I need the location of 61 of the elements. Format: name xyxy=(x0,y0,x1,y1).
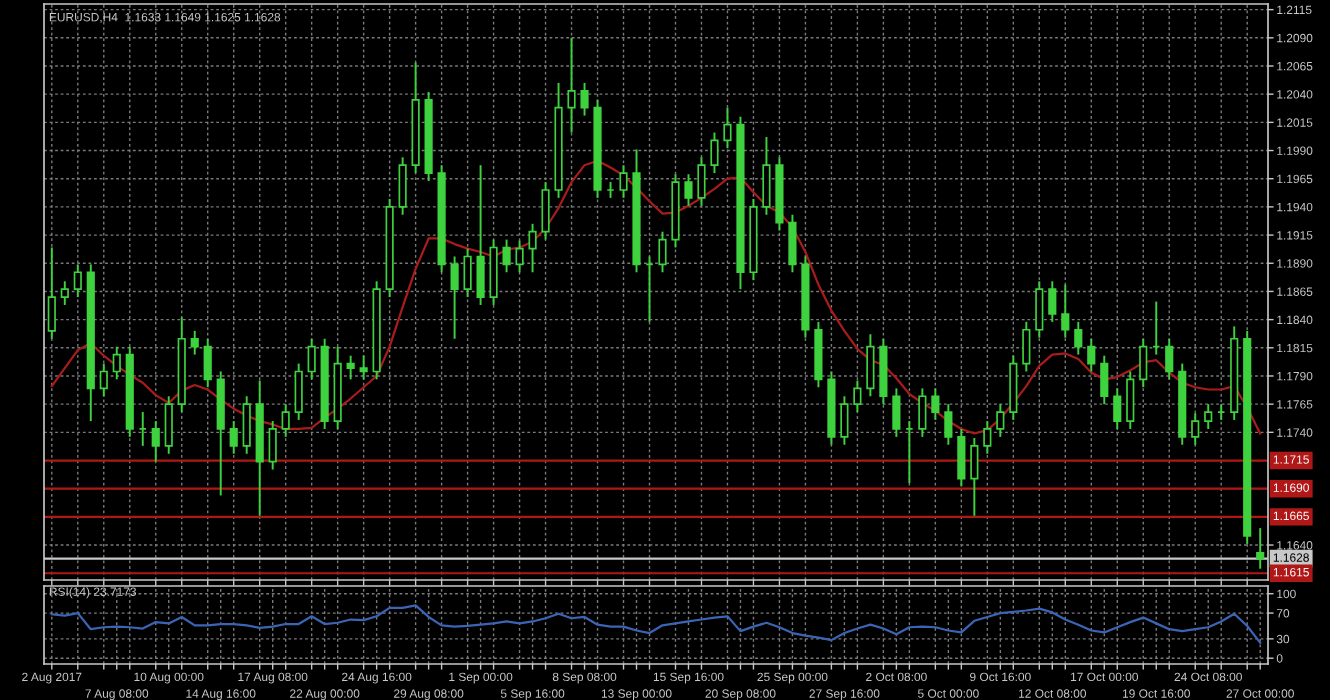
candlestick xyxy=(541,181,550,241)
candlestick xyxy=(307,337,316,381)
candlestick xyxy=(73,263,82,299)
candlestick xyxy=(1256,527,1265,570)
candlestick xyxy=(918,387,927,438)
candlestick xyxy=(983,420,992,455)
candlestick xyxy=(463,247,472,299)
candlestick xyxy=(190,329,199,356)
candlestick xyxy=(60,280,69,306)
candlestick xyxy=(788,213,797,274)
candlestick xyxy=(398,156,407,216)
candlestick xyxy=(1061,283,1070,339)
candlestick xyxy=(684,173,693,207)
candlestick xyxy=(658,230,667,274)
candlestick xyxy=(242,395,251,455)
candlestick xyxy=(268,420,277,471)
candlestick xyxy=(1074,320,1083,356)
candlestick xyxy=(1204,403,1213,430)
candlestick xyxy=(1113,387,1122,430)
candlestick xyxy=(619,164,628,199)
candlestick xyxy=(1139,337,1148,389)
candlestick xyxy=(476,164,485,306)
candlestick xyxy=(359,354,368,381)
candlestick xyxy=(723,106,732,150)
candlestick xyxy=(346,354,355,381)
candlestick xyxy=(229,420,238,455)
candlestick xyxy=(1048,280,1057,323)
candlestick xyxy=(1191,412,1200,446)
candlestick xyxy=(99,362,108,398)
candlestick xyxy=(1035,280,1044,339)
line-series xyxy=(50,604,1262,644)
candlestick xyxy=(1126,370,1135,430)
candlestick xyxy=(762,136,771,216)
candlestick xyxy=(697,156,706,207)
candlestick xyxy=(1087,337,1096,373)
candlestick xyxy=(515,239,524,274)
candlestick xyxy=(203,337,212,389)
candlestick xyxy=(892,387,901,438)
candlestick xyxy=(450,255,459,340)
candlestick xyxy=(853,379,862,414)
candlestick xyxy=(47,246,56,340)
candlestick xyxy=(164,395,173,455)
candlestick xyxy=(281,403,290,438)
candlestick xyxy=(866,333,875,398)
candlestick xyxy=(996,403,1005,438)
candlestick xyxy=(840,395,849,446)
candlestick xyxy=(1165,337,1174,381)
candlestick xyxy=(567,36,576,134)
candlestick xyxy=(1100,354,1109,406)
candlestick xyxy=(580,81,589,117)
candlestick xyxy=(957,427,966,488)
candlestick xyxy=(1022,320,1031,373)
candlestick xyxy=(502,238,511,274)
candlestick xyxy=(931,387,940,421)
candlestick xyxy=(294,362,303,421)
candlestick xyxy=(112,345,121,381)
candlestick xyxy=(151,420,160,463)
candlestick xyxy=(528,222,537,274)
candlestick xyxy=(944,403,953,446)
candlestick xyxy=(710,131,719,175)
candlestick xyxy=(970,437,979,517)
